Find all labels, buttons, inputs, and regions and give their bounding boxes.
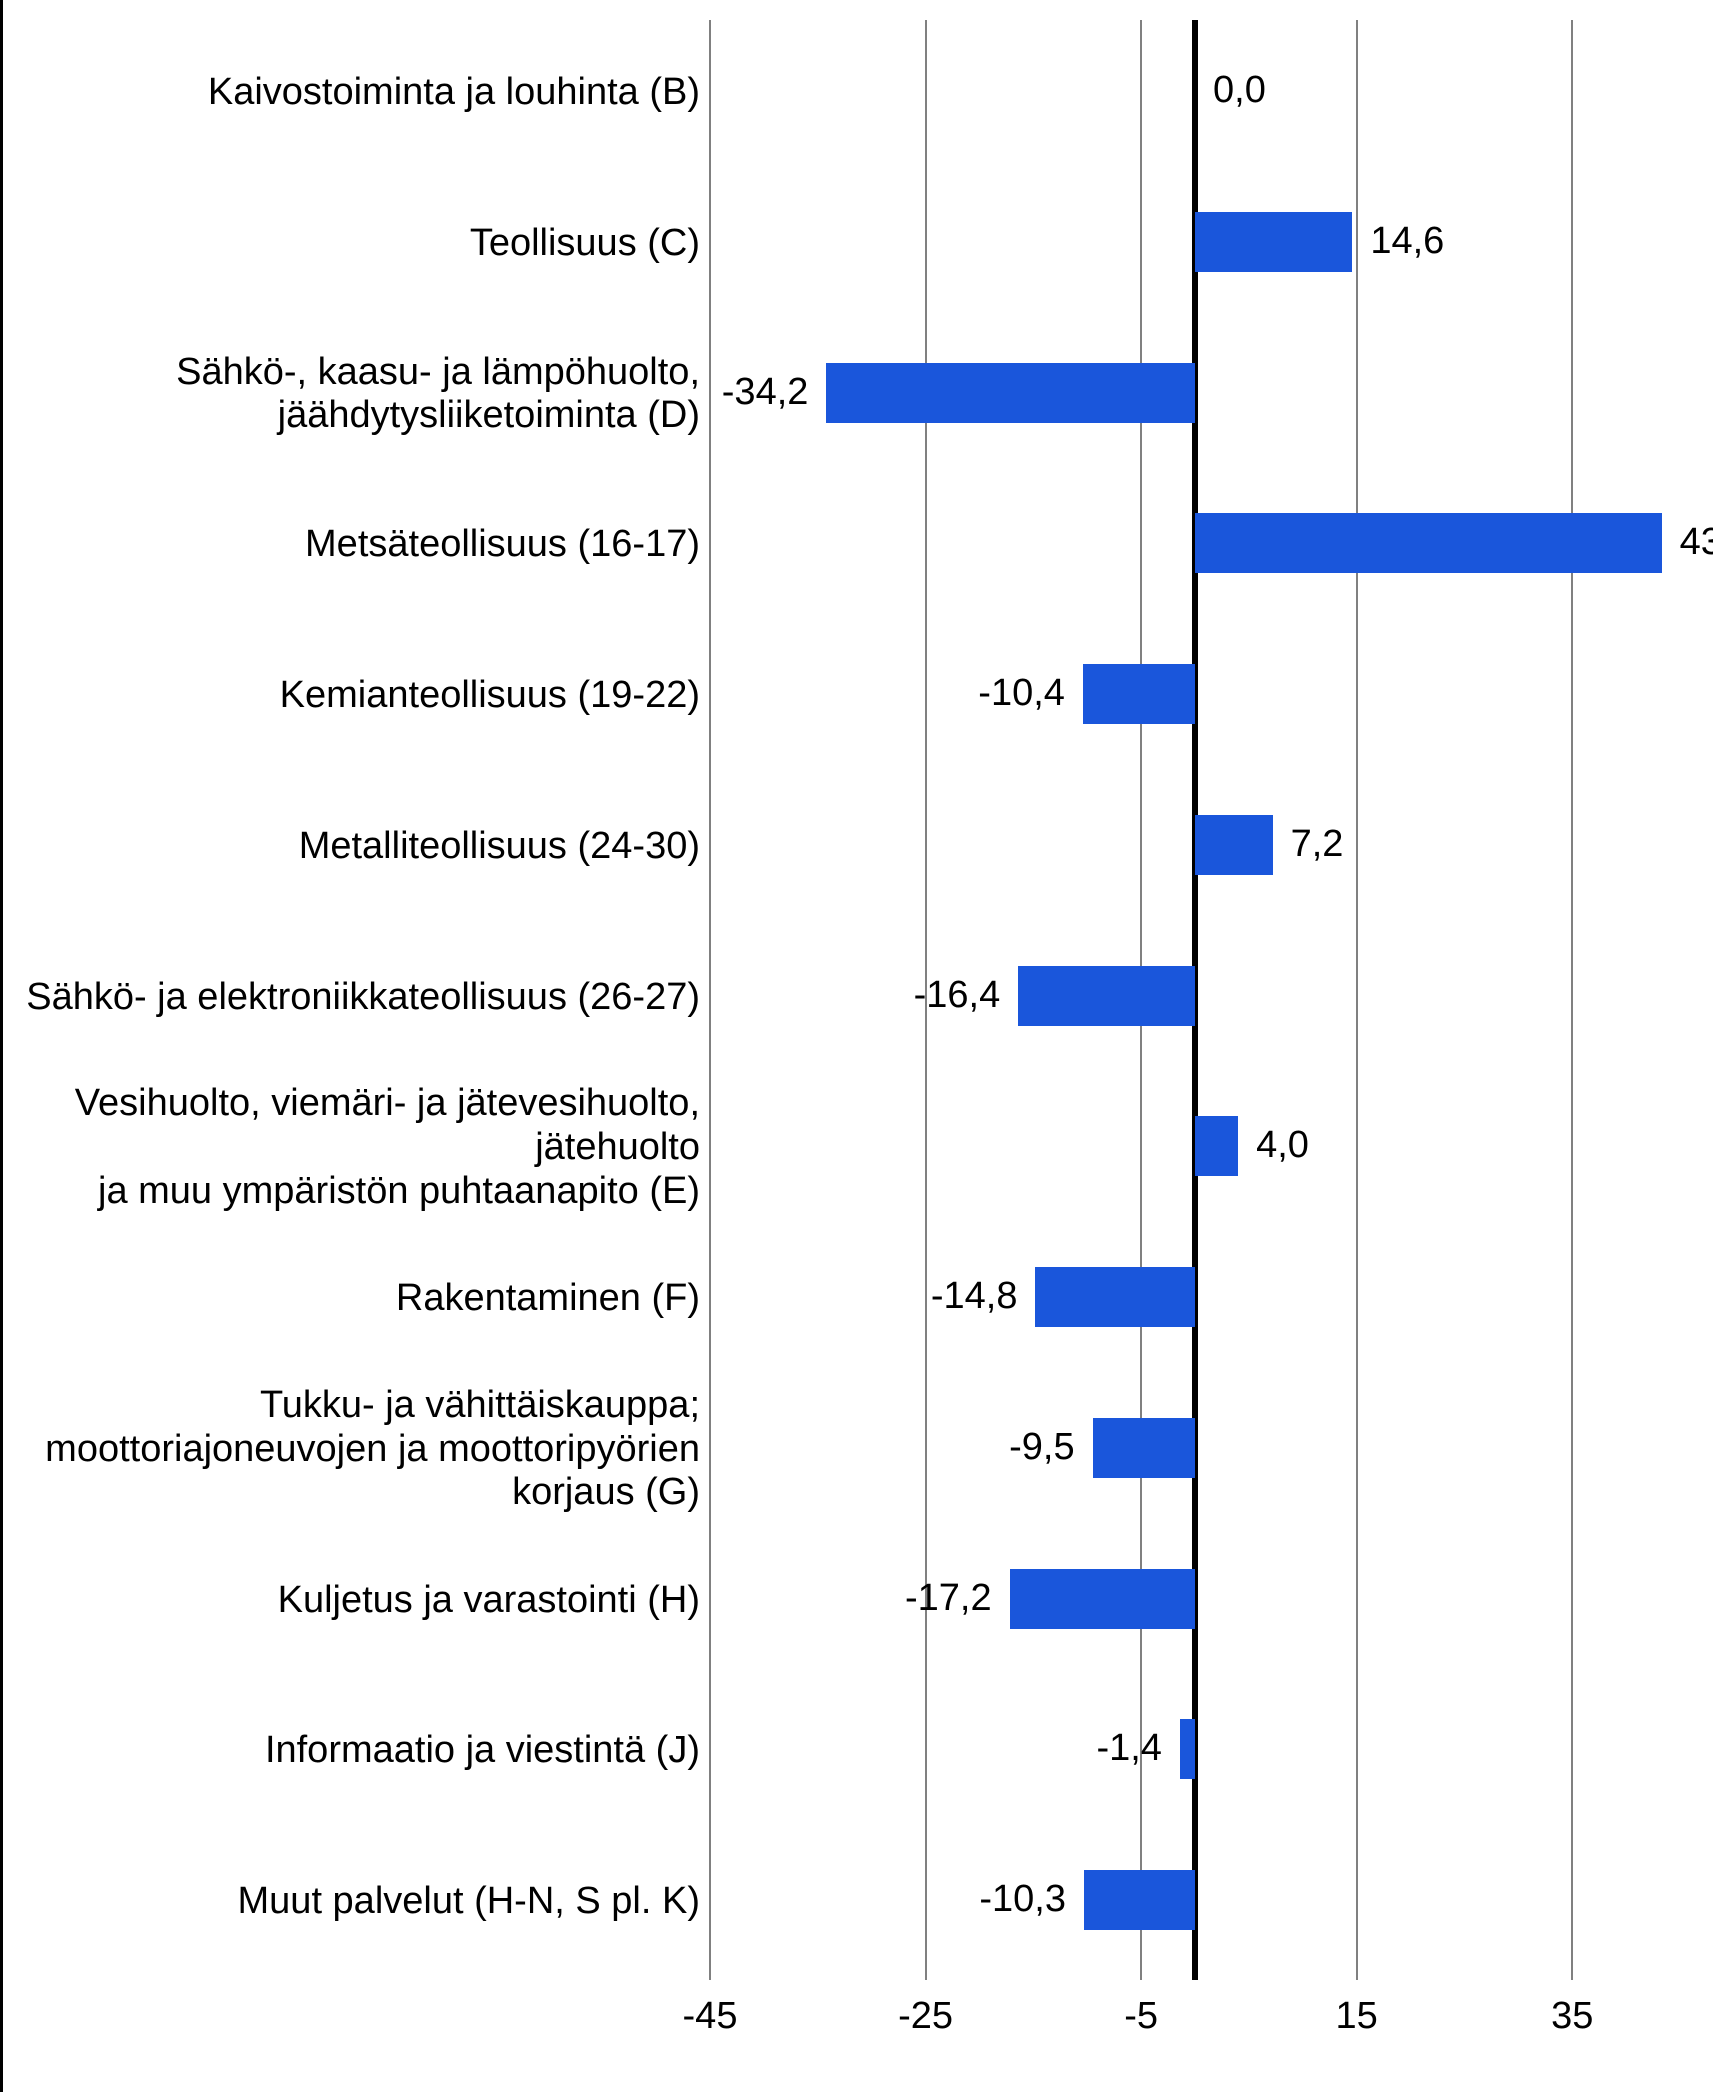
category-label: Metalliteollisuus (24-30) [10,825,700,869]
category-label: Vesihuolto, viemäri- ja jätevesihuolto, … [10,1082,700,1213]
bar [826,363,1195,423]
value-label: -17,2 [905,1577,992,1620]
left-border [0,0,3,2092]
chart-container: -45 -25 -5 15 35 Kaivostoiminta ja louhinta (… [0,0,1713,2092]
x-tick-label: -45 [670,1995,750,2038]
gridline [709,20,711,1980]
value-label: -16,4 [914,974,1001,1017]
value-label: -34,2 [722,371,809,414]
category-label: Informaatio ja viestintä (J) [10,1729,700,1773]
x-tick-label: 15 [1317,1995,1397,2038]
bar [1195,513,1662,573]
value-label: -10,3 [979,1878,1066,1921]
value-label: -1,4 [1096,1727,1161,1770]
value-label: 43,3 [1680,521,1713,564]
bar [1018,966,1195,1026]
category-label: Teollisuus (C) [10,222,700,266]
x-tick-label: -25 [886,1995,966,2038]
bar [1195,1116,1238,1176]
value-label: 0,0 [1213,69,1266,112]
category-label: Rakentaminen (F) [10,1277,700,1321]
bar [1180,1719,1195,1779]
gridline [1571,20,1573,1980]
bar [1195,815,1273,875]
value-label: -10,4 [978,672,1065,715]
category-label: Kaivostoiminta ja louhinta (B) [10,71,700,115]
value-label: 7,2 [1291,823,1344,866]
value-label: 4,0 [1256,1124,1309,1167]
category-label: Sähkö-, kaasu- ja lämpöhuolto, jäähdytys… [10,351,700,438]
gridline [1356,20,1358,1980]
value-label: 14,6 [1370,220,1444,263]
value-label: -14,8 [931,1275,1018,1318]
category-label: Sähkö- ja elektroniikkateollisuus (26-27… [10,976,700,1020]
bar [1195,212,1352,272]
category-label: Muut palvelut (H-N, S pl. K) [10,1880,700,1924]
bar [1093,1418,1195,1478]
category-label: Kemianteollisuus (19-22) [10,674,700,718]
bar [1035,1267,1195,1327]
x-tick-label: 35 [1532,1995,1612,2038]
bar [1010,1569,1195,1629]
category-label: Metsäteollisuus (16-17) [10,523,700,567]
category-label: Tukku- ja vähittäiskauppa; moottoriajone… [10,1384,700,1515]
value-label: -9,5 [1009,1426,1074,1469]
bar [1083,664,1195,724]
bar [1084,1870,1195,1930]
x-tick-label: -5 [1101,1995,1181,2038]
category-label: Kuljetus ja varastointi (H) [10,1579,700,1623]
